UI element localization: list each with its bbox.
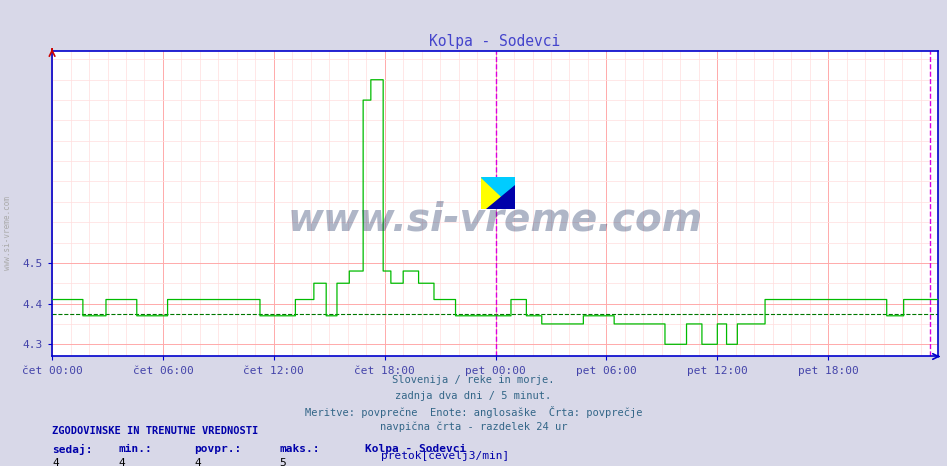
Text: maks.:: maks.: xyxy=(279,444,320,453)
Text: zadnja dva dni / 5 minut.: zadnja dva dni / 5 minut. xyxy=(396,391,551,400)
Text: www.si-vreme.com: www.si-vreme.com xyxy=(287,200,703,238)
Text: 4: 4 xyxy=(52,458,59,466)
Text: min.:: min.: xyxy=(118,444,152,453)
Text: Slovenija / reke in morje.: Slovenija / reke in morje. xyxy=(392,375,555,385)
Text: 4: 4 xyxy=(194,458,201,466)
Text: www.si-vreme.com: www.si-vreme.com xyxy=(3,196,12,270)
Polygon shape xyxy=(481,177,514,209)
Text: 5: 5 xyxy=(279,458,286,466)
Text: 4: 4 xyxy=(118,458,125,466)
Text: ZGODOVINSKE IN TRENUTNE VREDNOSTI: ZGODOVINSKE IN TRENUTNE VREDNOSTI xyxy=(52,426,259,436)
Text: navpična črta - razdelek 24 ur: navpična črta - razdelek 24 ur xyxy=(380,421,567,432)
Text: Kolpa - Sodevci: Kolpa - Sodevci xyxy=(365,444,466,454)
Text: Meritve: povprečne  Enote: anglosaške  Črta: povprečje: Meritve: povprečne Enote: anglosaške Črt… xyxy=(305,406,642,418)
Polygon shape xyxy=(487,185,514,209)
Text: pretok[čevelj3/min]: pretok[čevelj3/min] xyxy=(381,451,509,461)
Title: Kolpa - Sodevci: Kolpa - Sodevci xyxy=(429,34,561,49)
Text: sedaj:: sedaj: xyxy=(52,444,93,455)
Polygon shape xyxy=(481,177,514,209)
Text: povpr.:: povpr.: xyxy=(194,444,241,453)
